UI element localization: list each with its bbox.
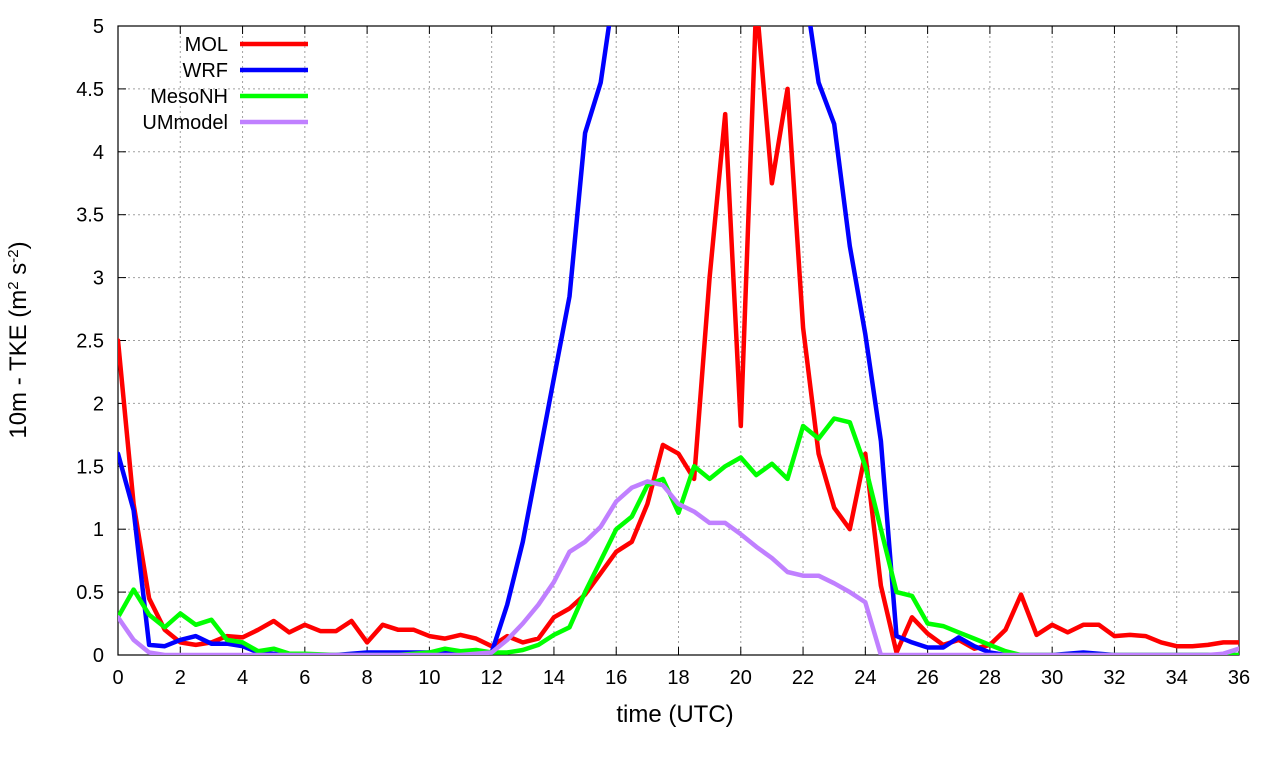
y-tick-label: 4 — [93, 142, 104, 164]
x-tick-label: 36 — [1228, 667, 1250, 689]
series-line-mol — [118, 26, 1239, 655]
series-line-wrf — [118, 26, 1239, 655]
x-tick-label: 32 — [1103, 667, 1125, 689]
x-tick-label: 6 — [299, 667, 310, 689]
y-tick-label: 1.5 — [76, 456, 104, 478]
x-axis-title: time (UTC) — [616, 701, 733, 728]
y-tick-label: 3 — [93, 268, 104, 290]
x-tick-label: 0 — [112, 667, 123, 689]
x-tick-label: 14 — [543, 667, 565, 689]
grid — [118, 26, 1239, 655]
x-tick-label: 4 — [237, 667, 248, 689]
legend-label-mol: MOL — [185, 34, 228, 56]
x-tick-label: 8 — [362, 667, 373, 689]
x-tick-label: 34 — [1166, 667, 1188, 689]
y-tick-label: 2 — [93, 393, 104, 415]
x-tick-label: 22 — [792, 667, 814, 689]
series-line-ummodel — [118, 479, 1239, 655]
y-tick-label: 5 — [93, 16, 104, 38]
y-tick-label: 2.5 — [76, 331, 104, 353]
x-tick-label: 20 — [730, 667, 752, 689]
x-tick-label: 30 — [1041, 667, 1063, 689]
y-tick-label: 0 — [93, 645, 104, 667]
legend-label-wrf: WRF — [182, 60, 228, 82]
y-tick-label: 0.5 — [76, 582, 104, 604]
legend-label-mesonh: MesoNH — [150, 86, 228, 108]
legend: MOL WRF MesoNH UMmodel — [142, 34, 308, 134]
legend-label-ummodel: UMmodel — [142, 112, 228, 134]
y-tick-label: 1 — [93, 519, 104, 541]
x-tick-label: 10 — [418, 667, 440, 689]
axis-ticks: 0 2 4 6 8 10 12 14 16 18 20 22 24 26 28 30 32 34 3600.511.… — [76, 16, 1250, 689]
x-tick-label: 28 — [979, 667, 1001, 689]
x-tick-label: 18 — [667, 667, 689, 689]
series-lines — [118, 26, 1239, 655]
y-axis-title-sup2: -2 — [5, 249, 22, 262]
y-tick-label: 4.5 — [76, 79, 104, 101]
y-axis-title-sup1: 2 — [5, 281, 22, 289]
y-tick-label: 3.5 — [76, 205, 104, 227]
y-axis-title-end: ) — [5, 241, 32, 249]
y-axis-title-main: 10m - TKE (m — [5, 290, 32, 439]
x-tick-label: 24 — [854, 667, 876, 689]
x-tick-label: 26 — [916, 667, 938, 689]
y-axis-title-mid: s — [5, 263, 32, 282]
x-tick-label: 12 — [481, 667, 503, 689]
x-tick-label: 16 — [605, 667, 627, 689]
x-tick-label: 2 — [175, 667, 186, 689]
y-axis-title: 10m - TKE (m2 s-2) — [5, 241, 33, 438]
